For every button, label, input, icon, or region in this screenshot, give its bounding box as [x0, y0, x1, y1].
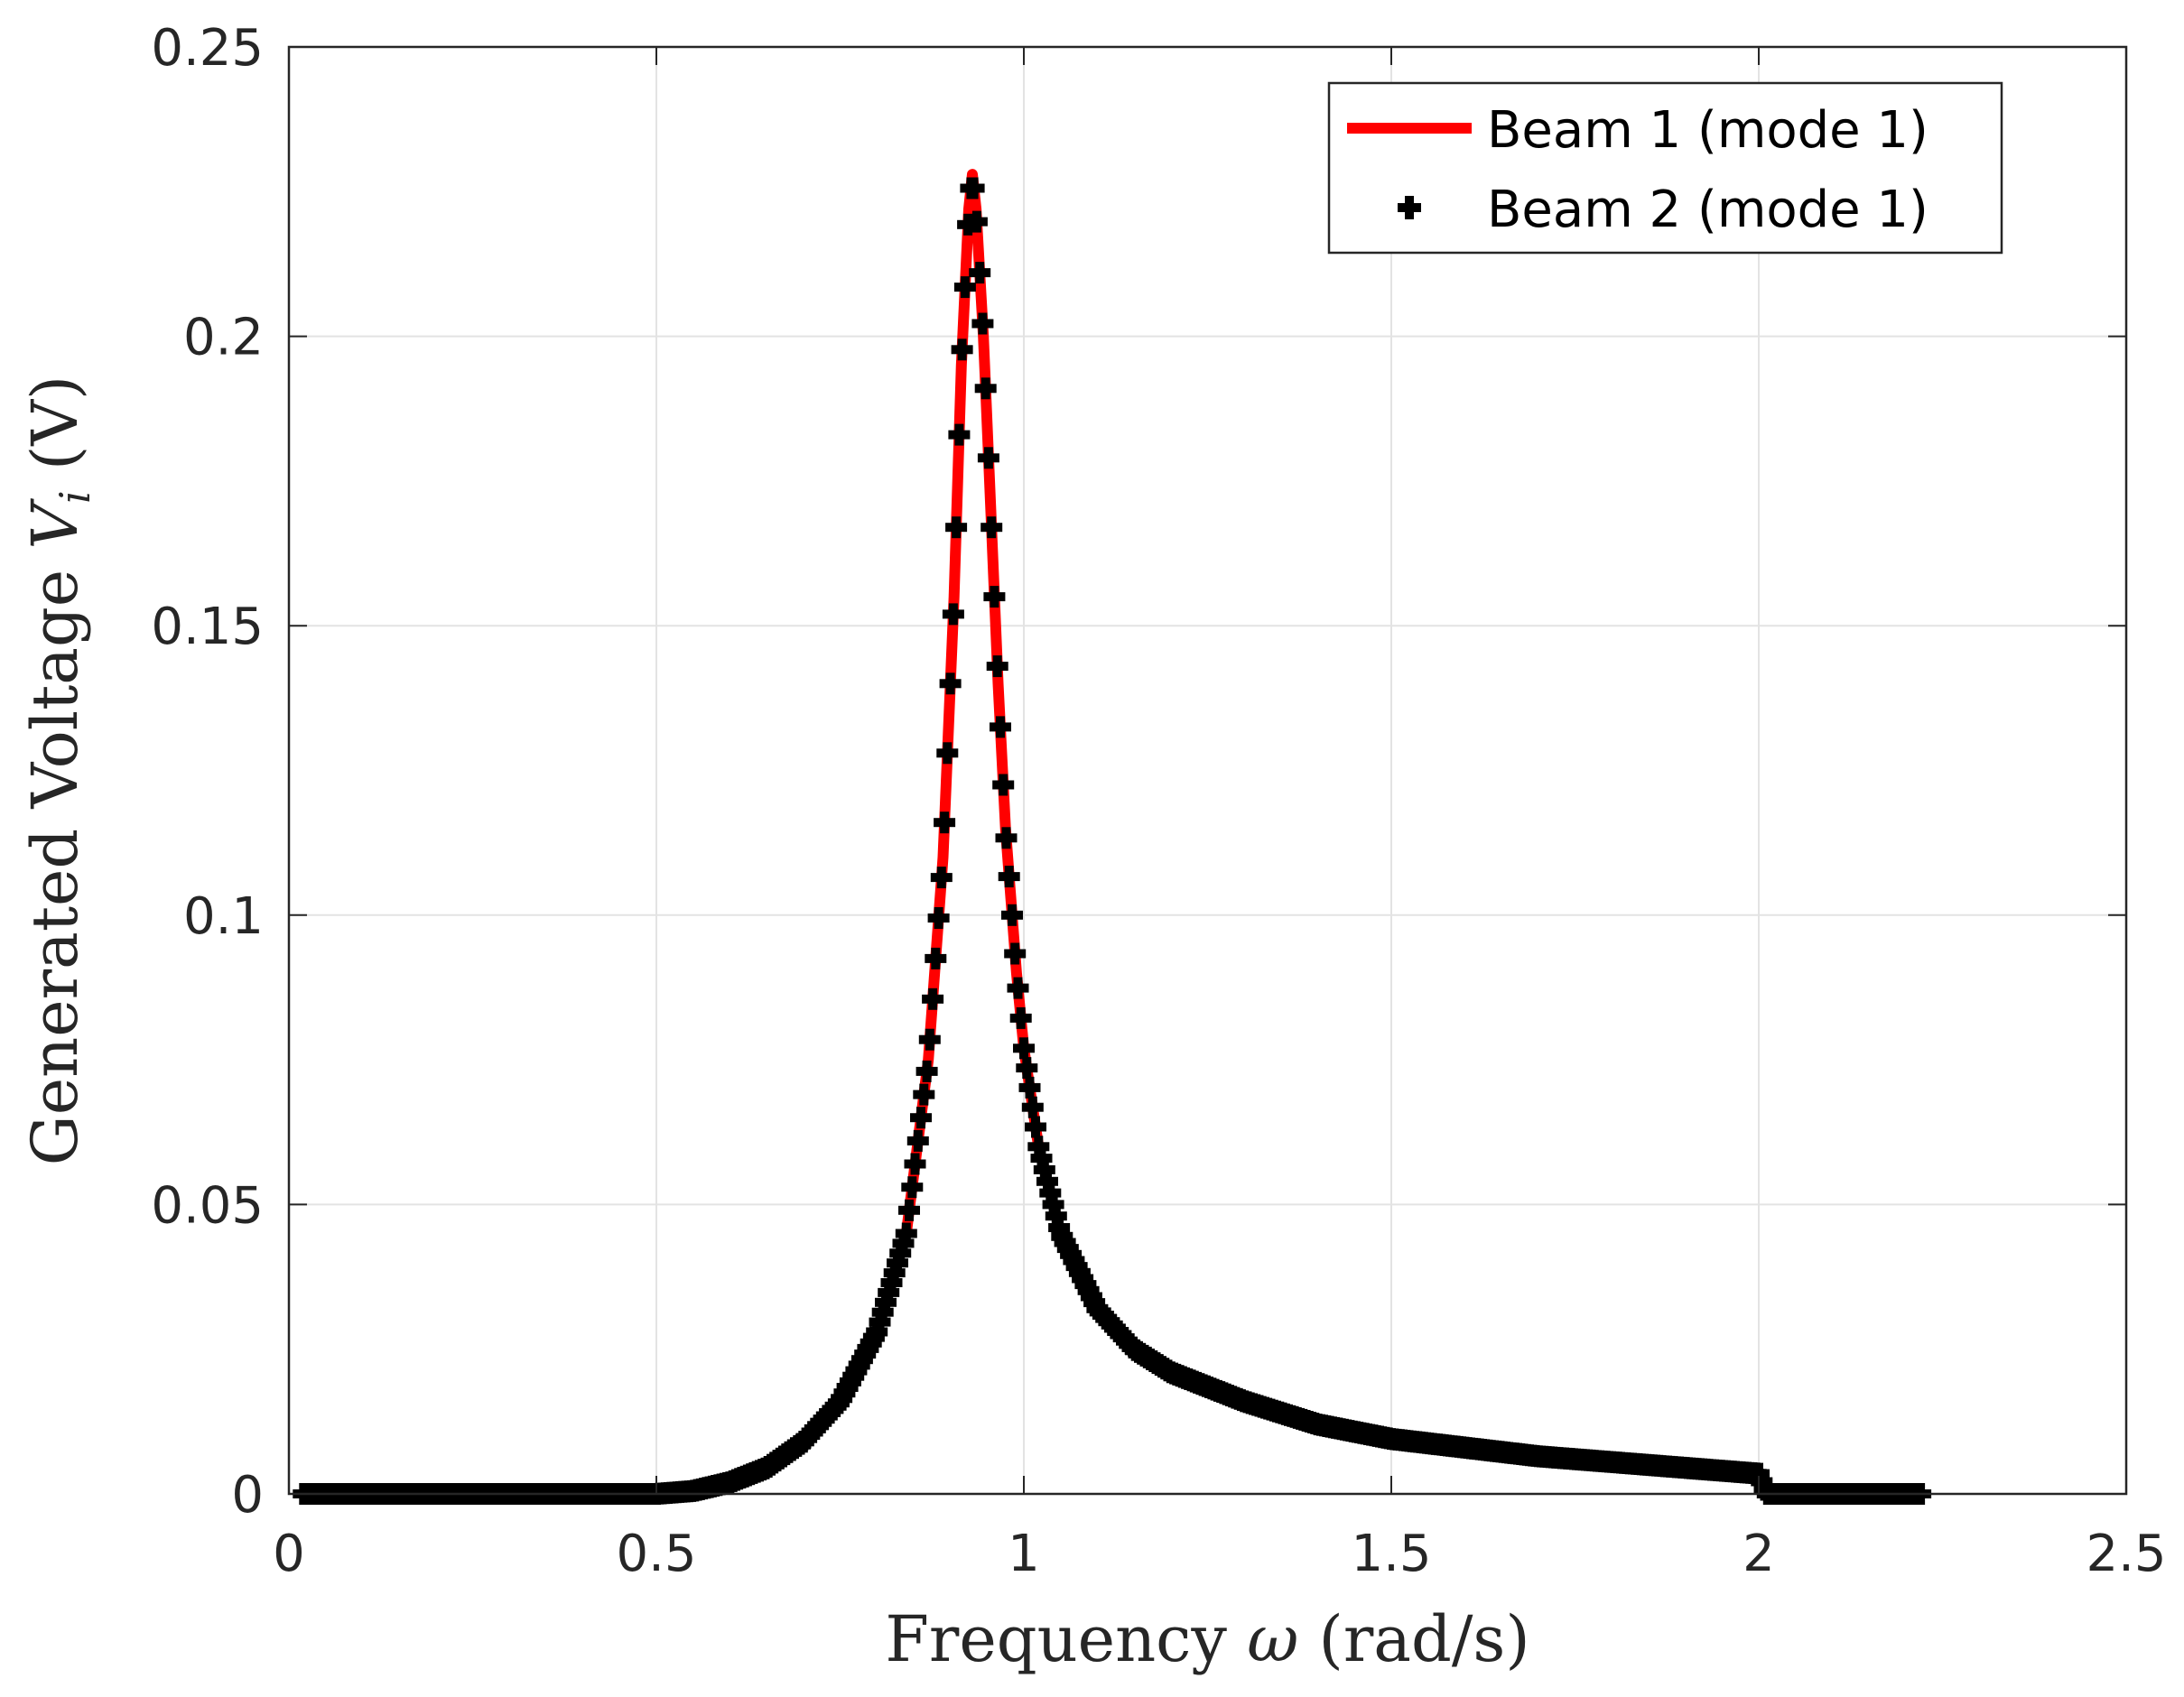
y-axis-title: Generated Voltage Vi (V) — [18, 376, 99, 1165]
beam-2-marker — [951, 338, 973, 361]
beam-2-marker — [998, 866, 1020, 888]
beam-2-marker — [901, 1176, 924, 1199]
axis-ticks — [288, 46, 2127, 1495]
beam-2-marker — [915, 1060, 938, 1082]
beam-2-marker — [983, 586, 1006, 608]
beam-2-marker — [980, 516, 1003, 539]
y-tick-label: 0 — [231, 1466, 264, 1525]
beam-2-marker — [927, 907, 950, 929]
beam-2-marker — [939, 672, 962, 695]
beam-2-marker — [1039, 1182, 1062, 1204]
beam-2-marker — [936, 742, 959, 765]
beam-2-marker — [948, 423, 971, 446]
y-tick-label: 0.25 — [151, 19, 264, 78]
beam-2-marker — [1042, 1193, 1064, 1216]
y-tick-label: 0.15 — [151, 598, 264, 656]
beam-2-marker — [990, 716, 1011, 738]
beam-2-marker — [1004, 942, 1027, 965]
beam-2-marker — [904, 1153, 926, 1175]
legend-box — [1327, 81, 2003, 255]
beam-2-marker — [913, 1083, 935, 1106]
beam-2-marker — [895, 1222, 917, 1245]
beam-2-marker — [1009, 1006, 1032, 1029]
beam-2-marker — [1025, 1116, 1046, 1138]
beam-2-marker — [1016, 1057, 1038, 1080]
grid — [289, 47, 2126, 1494]
beam-2-marker — [922, 988, 944, 1010]
tick-labels: 0 0.5 1 1.5 2 2.5 0 0.05 0.1 0.15 0.2 0.25 — [151, 19, 2166, 1583]
x-tick-label: 0.5 — [616, 1525, 696, 1583]
beam-2-marker — [1007, 977, 1029, 999]
beam-2-marker — [992, 774, 1015, 796]
beam-2-marker — [1045, 1205, 1067, 1228]
x-tick-label: 2 — [1743, 1525, 1775, 1583]
y-tick-label: 0.05 — [151, 1176, 264, 1235]
beam-2-marker — [945, 516, 968, 539]
beam-2-marker — [977, 447, 999, 469]
beam-2-marker — [906, 1129, 929, 1152]
beam-2-marker — [969, 262, 991, 284]
x-tick-label: 1 — [1008, 1525, 1040, 1583]
legend-label-beam-1: Beam 1 (mode 1) — [1487, 101, 1928, 160]
beam-2-marker — [965, 210, 988, 233]
beam-2-marker — [934, 811, 956, 834]
beam-2-marker — [1021, 1096, 1044, 1118]
beam-2-marker — [1030, 1147, 1053, 1170]
beam-2-marker — [898, 1199, 920, 1221]
beam-2-marker — [986, 655, 1008, 678]
beam-2-marker — [942, 603, 964, 626]
beam-2-marker — [1027, 1136, 1050, 1158]
x-tick-label: 1.5 — [1351, 1525, 1431, 1583]
beam-2-marker — [910, 1107, 932, 1129]
legend-label-beam-2: Beam 2 (mode 1) — [1487, 181, 1928, 239]
beam-2-marker — [974, 377, 997, 400]
beam-2-marker — [1013, 1037, 1035, 1060]
beam-2-marker — [930, 867, 953, 889]
x-tick-label: 0 — [273, 1525, 305, 1583]
y-tick-label: 0.2 — [183, 309, 264, 367]
y-tick-label: 0.1 — [183, 887, 264, 946]
legend: Beam 1 (mode 1) Beam 2 (mode 1) — [1327, 81, 2003, 255]
beam-2-marker — [1033, 1158, 1055, 1181]
beam-2-marker — [995, 827, 1018, 849]
beam-2-marker — [1036, 1170, 1058, 1192]
x-tick-label: 2.5 — [2086, 1525, 2166, 1583]
legend-plus-marker-icon — [1398, 196, 1421, 219]
beam-2-marker — [1001, 904, 1023, 926]
beam-2-marker — [925, 947, 947, 969]
plot-frame — [287, 45, 2128, 1496]
beam-2-marker — [953, 276, 976, 299]
beam-2-marker — [971, 312, 994, 335]
beam-2-marker — [918, 1028, 941, 1051]
x-axis-title: Frequency ω (rad/s) — [885, 1602, 1529, 1676]
beam-2-marker — [962, 177, 985, 199]
beam-2-marker — [1018, 1076, 1041, 1099]
